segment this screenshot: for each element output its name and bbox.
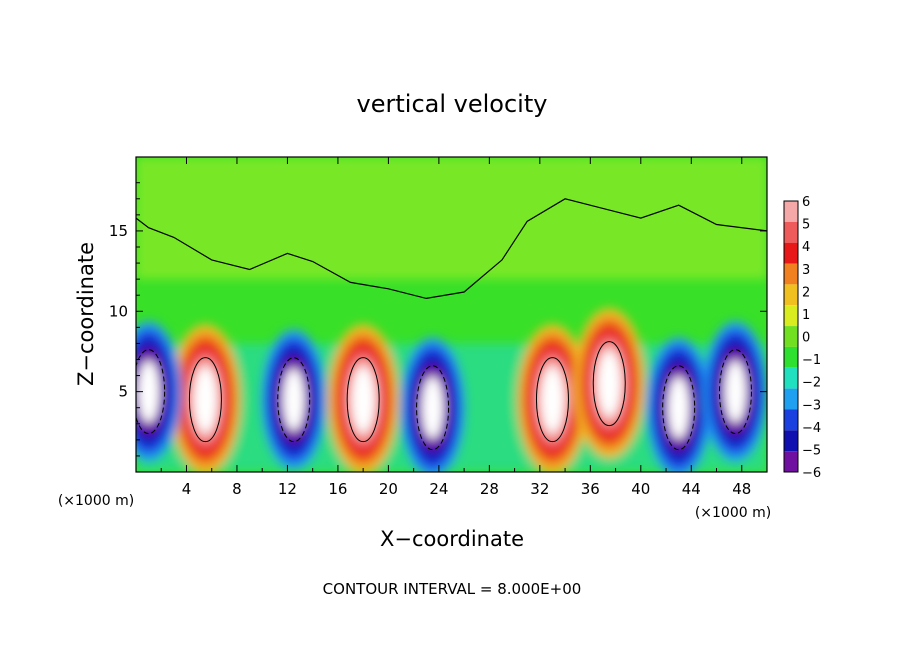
colorbar-label: 1 (802, 308, 810, 323)
updraft-band (597, 350, 621, 417)
updraft-contour (535, 357, 569, 443)
colorbar-label: −1 (802, 353, 821, 368)
colorbar-swatch (784, 305, 798, 327)
x-tick-label: 44 (682, 480, 701, 498)
colorbar-label: −3 (802, 398, 821, 413)
colorbar-swatch (784, 263, 798, 285)
downdraft-band (137, 360, 160, 423)
downdraft-band (421, 376, 444, 439)
colorbar-label: −5 (802, 443, 821, 458)
downdraft-contour (662, 365, 696, 451)
velocity-field (136, 157, 767, 472)
colorbar-label: 2 (802, 285, 810, 300)
updraft-cell (573, 308, 646, 460)
x-tick-label: 24 (429, 480, 448, 498)
chart-title: vertical velocity (357, 90, 548, 118)
x-tick-label: 36 (581, 480, 600, 498)
colorbar-swatch (784, 284, 798, 306)
contour-lines (136, 198, 767, 451)
colorbar-label: 6 (802, 195, 810, 210)
x-unit-label-right: (×1000 m) (695, 505, 771, 521)
colorbar-label: 5 (802, 218, 810, 233)
updraft-contour (188, 357, 222, 443)
colorbar-swatch (784, 430, 798, 452)
downdraft-cell (136, 321, 182, 463)
x-tick-label: 4 (182, 480, 192, 498)
y-axis-label: Z−coordinate (74, 242, 98, 386)
updraft-cell (169, 324, 242, 472)
downdraft-band (724, 360, 747, 423)
plot-frame (135, 156, 768, 473)
downdraft-contour (136, 349, 166, 435)
downdraft-cell (260, 329, 327, 471)
downdraft-contour (416, 365, 450, 451)
colorbar: 6 5 4 3 2 1 0 −1 −2 −3 −4 −5 −6 (783, 195, 821, 481)
colorbar-swatch (784, 409, 798, 431)
updraft-cell (516, 324, 589, 472)
y-tick-label: 15 (109, 222, 128, 240)
downdraft-band (668, 376, 690, 439)
x-tick-label: 20 (379, 480, 398, 498)
y-axis: 5 10 15 (109, 182, 767, 457)
colorbar-label: −6 (802, 466, 821, 481)
downdraft-cell (399, 337, 466, 472)
colorbar-swatch (784, 326, 798, 347)
updraft-band (540, 366, 564, 433)
x-unit-label-left: (×1000 m) (58, 493, 134, 509)
upper-layer (136, 157, 767, 280)
x-axis: 4 8 12 16 20 24 28 32 36 40 44 48 (160, 157, 751, 498)
colorbar-swatch (784, 367, 798, 389)
x-tick-label: 16 (328, 480, 347, 498)
colorbar-label: −4 (802, 421, 821, 436)
x-tick-label: 8 (232, 480, 242, 498)
y-tick-label: 10 (109, 302, 128, 320)
downdraft-cell (702, 321, 767, 463)
downdraft-cell (645, 337, 712, 472)
x-tick-label: 48 (732, 480, 751, 498)
colorbar-label: 4 (802, 240, 810, 255)
colorbar-frame (783, 200, 799, 473)
x-tick-label: 40 (631, 480, 650, 498)
x-axis-label: X−coordinate (380, 527, 524, 551)
updraft-contour (592, 341, 626, 427)
colorbar-swatch (784, 346, 798, 368)
colorbar-swatch (784, 388, 798, 410)
zero-contour (136, 198, 767, 300)
x-tick-label: 12 (278, 480, 297, 498)
colorbar-swatch (784, 451, 798, 472)
colorbar-swatch (784, 201, 798, 222)
downdraft-band (283, 368, 305, 431)
colorbar-label: −2 (802, 376, 821, 391)
downdraft-contour (277, 357, 311, 443)
updraft-cell (327, 324, 400, 472)
contour-interval-note: CONTOUR INTERVAL = 8.000E+00 (323, 580, 582, 598)
y-tick-label: 5 (118, 383, 128, 401)
updraft-contour (346, 357, 380, 443)
colorbar-label: 3 (802, 263, 810, 278)
updraft-band (193, 366, 217, 433)
downdraft-contour (718, 349, 752, 435)
colorbar-swatch (784, 221, 798, 243)
colorbar-label: 0 (802, 331, 810, 346)
plot-area (136, 157, 767, 472)
x-tick-label: 28 (480, 480, 499, 498)
x-tick-label: 32 (530, 480, 549, 498)
updraft-band (351, 366, 375, 433)
colorbar-swatch (784, 242, 798, 264)
